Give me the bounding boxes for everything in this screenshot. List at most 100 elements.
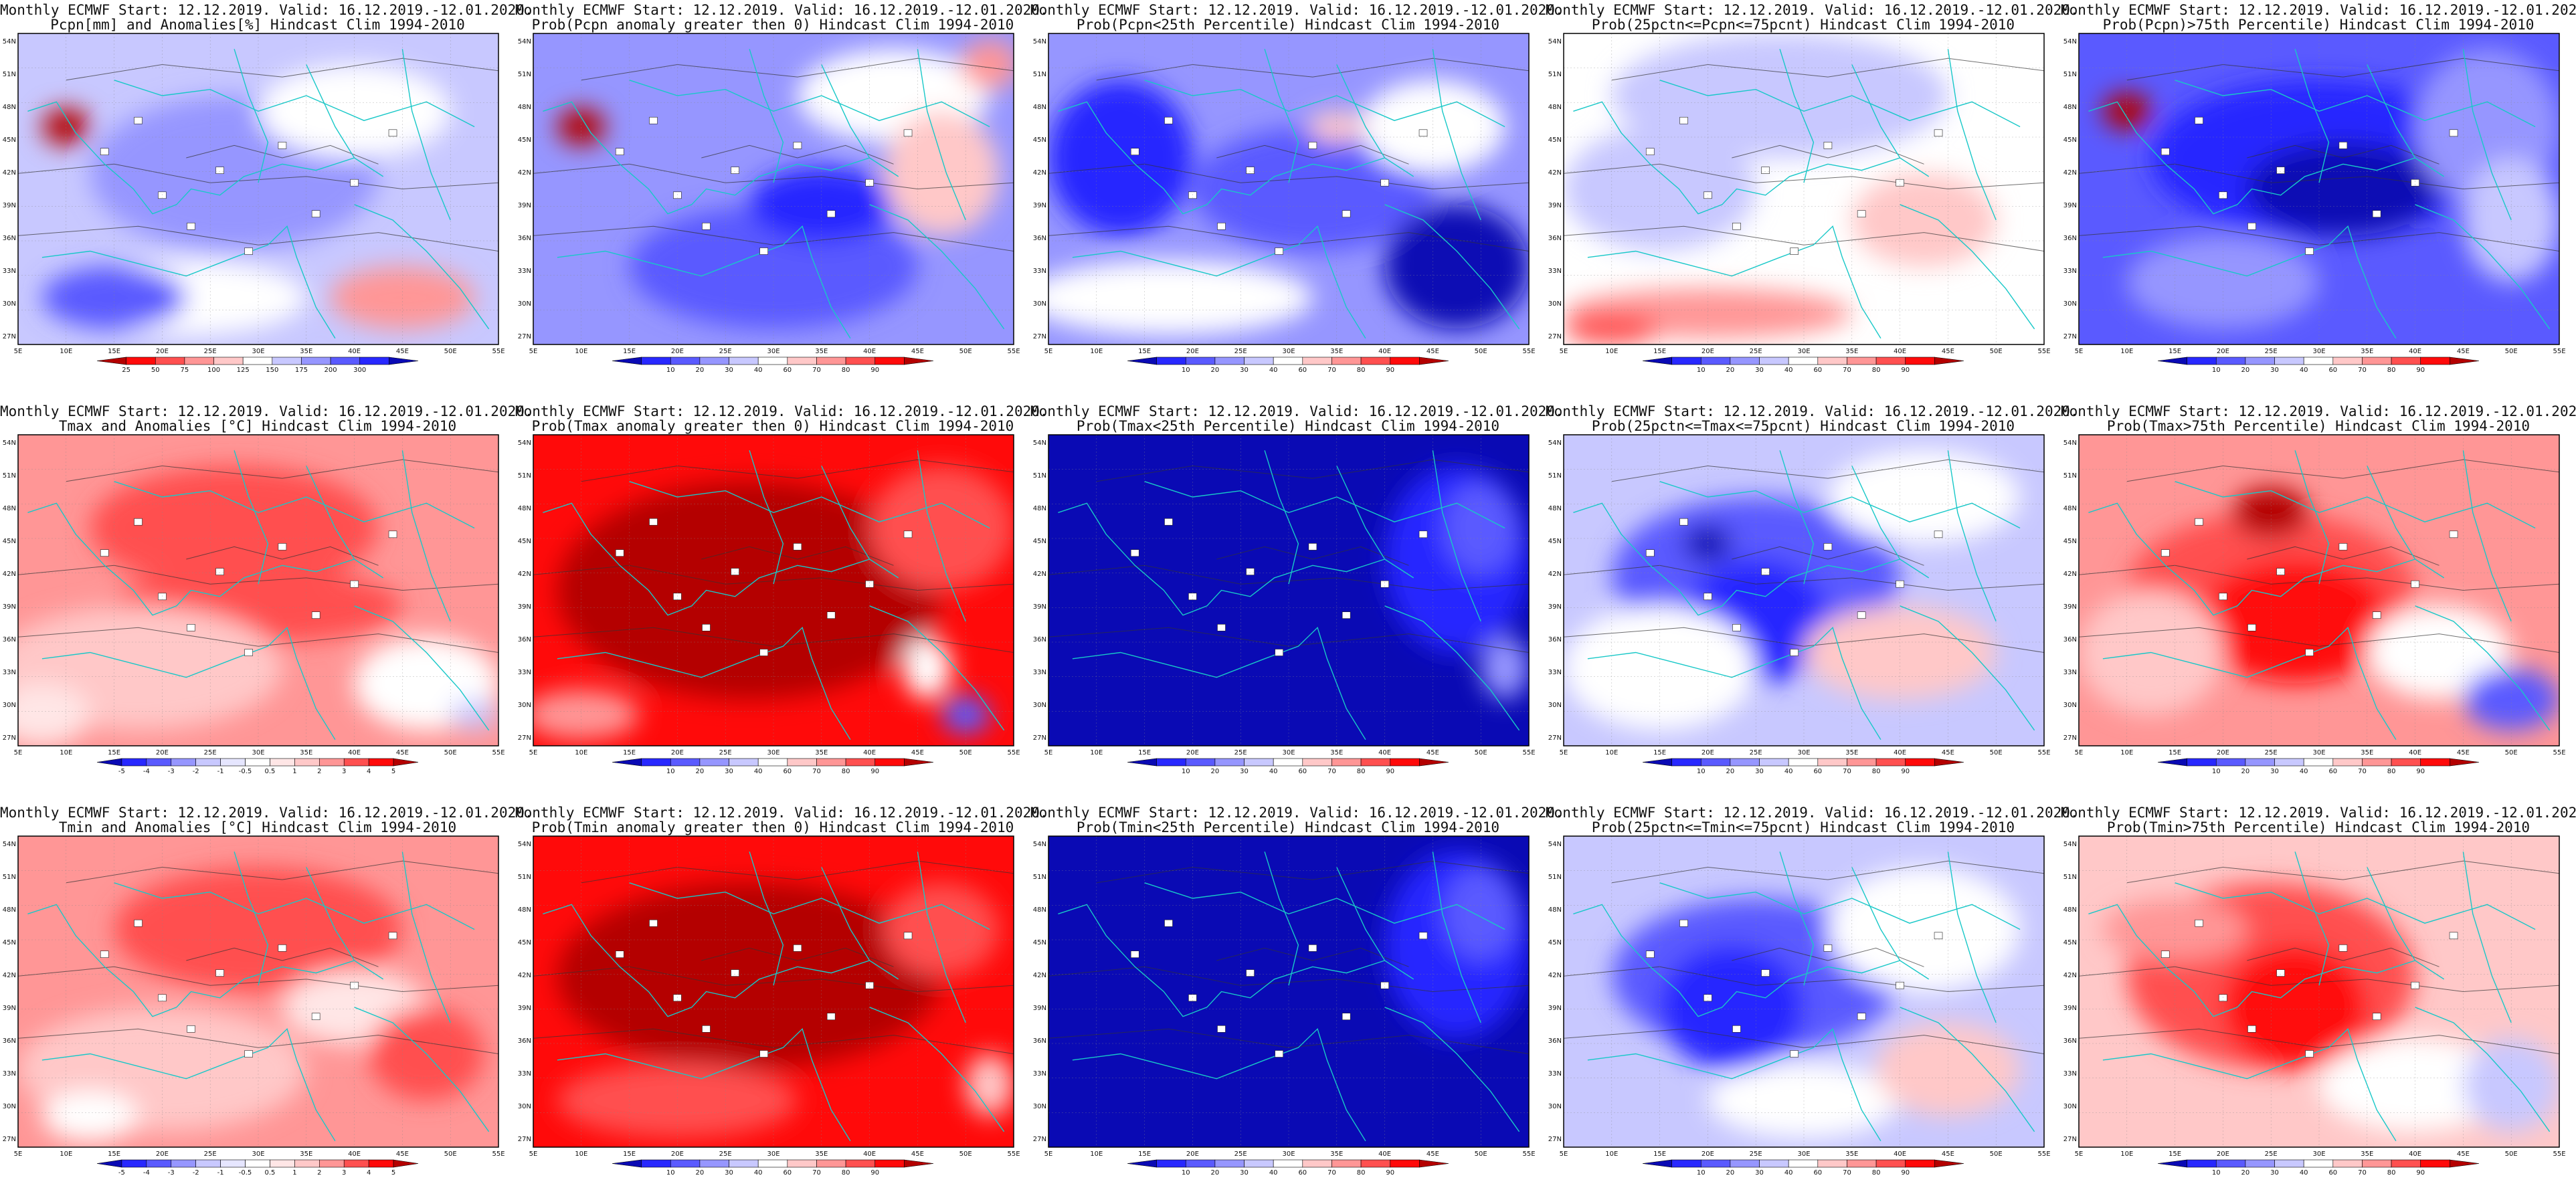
lat-tick-label: 30N: [518, 1103, 531, 1110]
isoline: [1564, 163, 2044, 190]
colorbar-swatch: [1419, 758, 1449, 767]
lat-tick-label: 33N: [1033, 1070, 1046, 1078]
lat-tick-label: 54N: [518, 439, 531, 447]
colorbar-label: 10: [666, 768, 675, 775]
colorbar-label: 30: [1755, 768, 1764, 775]
lon-tick-label: 55E: [2037, 749, 2050, 757]
colorbar-label: 30: [2270, 367, 2279, 374]
anomaly-region: [2199, 559, 2391, 684]
isoline: [1216, 144, 1409, 165]
colorbar-label: 2: [317, 768, 321, 775]
colorbar-swatch: [1156, 357, 1186, 365]
coastline: [27, 904, 384, 1017]
isoline: [533, 966, 1014, 993]
panel-subtitle: Pcpn[mm] and Anomalies[%] Hindcast Clim …: [50, 17, 465, 33]
colorbar-label: -3: [168, 1169, 175, 1177]
station-marker: [350, 179, 359, 187]
map-panel: Monthly ECMWF Start: 12.12.2019. Valid: …: [2061, 0, 2576, 401]
map-panel: Monthly ECMWF Start: 12.12.2019. Valid: …: [0, 0, 533, 401]
lat-tick-label: 39N: [1548, 202, 1562, 209]
lat-tick-label: 48N: [1548, 104, 1562, 111]
colorbar-swatch: [1127, 357, 1157, 365]
coastline: [1573, 502, 1930, 616]
colorbar: [2157, 1159, 2480, 1168]
colorbar-label: 3: [342, 768, 346, 775]
colorbar-label: 20: [1211, 768, 1220, 775]
colorbar-swatch: [2450, 1159, 2480, 1168]
station-marker: [826, 1013, 836, 1021]
anomaly-region: [1360, 80, 1505, 174]
map-frame: [533, 33, 1014, 345]
isoline: [701, 144, 894, 165]
isoline: [1732, 144, 1924, 165]
lon-tick-label: 55E: [2553, 1150, 2565, 1158]
isoline: [1564, 565, 2044, 591]
anomaly-region: [1442, 481, 1520, 575]
colorbar: [1127, 758, 1449, 767]
isoline: [2126, 459, 2559, 482]
coastline: [1264, 851, 1299, 986]
lon-tick-label: 15E: [2169, 1150, 2181, 1158]
coastline: [401, 851, 451, 1023]
panel-subtitle: Prob(Pcpn)>75th Percentile) Hindcast Cli…: [2102, 17, 2535, 33]
lon-tick-label: 35E: [1330, 1150, 1343, 1158]
lon-tick-label: 55E: [2037, 348, 2050, 355]
colorbar-swatch: [729, 357, 759, 365]
lon-tick-label: 25E: [204, 749, 217, 757]
coastline: [401, 49, 451, 221]
colorbar-label: 10: [1182, 1169, 1190, 1177]
lon-tick-label: 15E: [1653, 1150, 1666, 1158]
station-marker: [1380, 580, 1389, 588]
station-marker: [2276, 568, 2285, 575]
colorbar-swatch: [2157, 1159, 2187, 1168]
station-marker: [278, 543, 287, 550]
colorbar-label: 60: [783, 1169, 792, 1177]
lon-tick-label: 50E: [444, 749, 457, 757]
colorbar-label: 70: [812, 768, 821, 775]
lat-tick-label: 54N: [1548, 841, 1562, 848]
lon-tick-label: 10E: [1605, 749, 1618, 757]
colorbar-swatch: [155, 357, 185, 365]
lon-tick-label: 35E: [815, 749, 828, 757]
map-frame: [1563, 835, 2045, 1148]
station-marker: [865, 580, 874, 588]
colorbar-swatch: [2274, 758, 2304, 767]
lon-tick-label: 40E: [1894, 1150, 1906, 1158]
anomaly-region: [557, 108, 606, 146]
isoline: [66, 860, 498, 884]
lon-tick-label: 40E: [1378, 1150, 1391, 1158]
lon-tick-label: 35E: [1845, 1150, 1858, 1158]
anomaly-region: [961, 39, 1014, 90]
colorbar-swatch: [301, 357, 331, 365]
colorbar-swatch: [699, 357, 729, 365]
panel-subtitle: Prob(Tmax<25th Percentile) Hindcast Clim…: [1076, 418, 1500, 434]
colorbar-label: 60: [2328, 1169, 2337, 1177]
colorbar-label: 25: [122, 367, 130, 374]
colorbar-label: 10: [1697, 367, 1706, 374]
colorbar-label: -5: [118, 768, 125, 775]
lon-tick-label: 10E: [2120, 1150, 2133, 1158]
map-frame: [2078, 835, 2560, 1148]
colorbar-swatch: [2157, 758, 2187, 767]
colorbar: [96, 357, 419, 365]
station-marker: [1645, 148, 1655, 155]
lon-tick-label: 10E: [575, 1150, 587, 1158]
lat-tick-label: 48N: [2063, 906, 2077, 914]
station-marker: [100, 148, 109, 155]
map-panel: Monthly ECMWF Start: 12.12.2019. Valid: …: [2061, 401, 2576, 803]
lon-tick-label: 50E: [1990, 348, 2003, 355]
lon-tick-label: 50E: [1475, 1150, 1487, 1158]
lat-tick-label: 51N: [2063, 472, 2077, 480]
lon-tick-label: 30E: [2312, 749, 2325, 757]
lat-tick-label: 51N: [2063, 874, 2077, 881]
lon-tick-label: 35E: [300, 348, 312, 355]
lat-tick-label: 27N: [3, 333, 16, 340]
colorbar-swatch: [2362, 758, 2392, 767]
colorbar-label: 70: [1327, 367, 1336, 374]
panel-subtitle: Prob(25pctn<=Tmax<=75pcnt) Hindcast Clim…: [1591, 418, 2015, 434]
lat-tick-label: 27N: [2063, 734, 2077, 742]
colorbar-swatch: [121, 758, 147, 767]
lat-tick-label: 30N: [1548, 300, 1562, 308]
colorbar-label: 10: [666, 1169, 675, 1177]
panel-header: Monthly ECMWF Start: 12.12.2019. Valid: …: [0, 2, 533, 18]
